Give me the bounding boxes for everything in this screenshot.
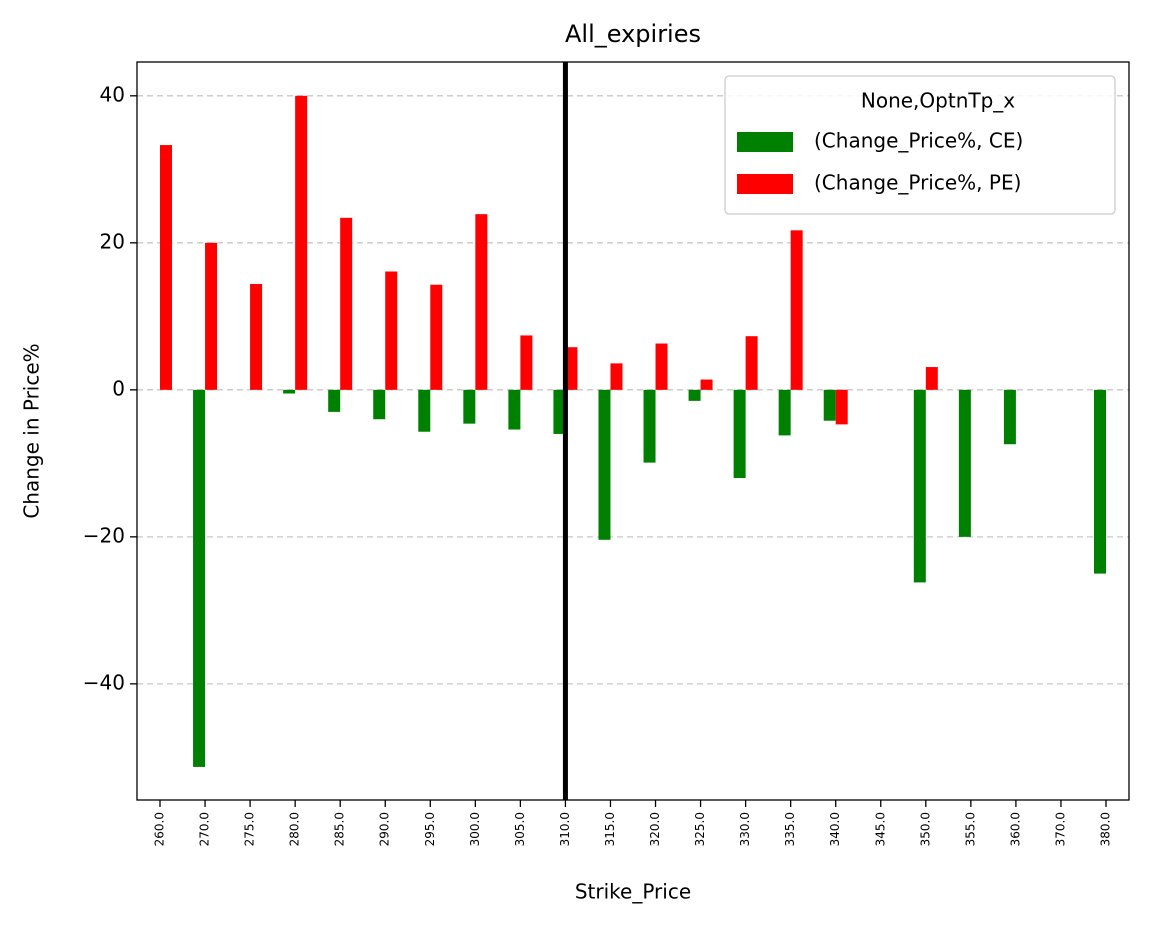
bar (508, 389, 521, 430)
bar (475, 214, 488, 390)
legend-box (724, 75, 1116, 215)
bar (913, 389, 926, 583)
bar (598, 389, 611, 540)
legend-title: None,OptnTp_x (861, 89, 1015, 113)
y-tick-label: 0 (112, 376, 125, 400)
bar (565, 347, 578, 390)
bar (745, 336, 758, 390)
bar (463, 389, 476, 424)
x-tick-label: 350.0 (918, 812, 932, 846)
x-tick-label: 340.0 (828, 812, 842, 846)
bar (205, 242, 218, 390)
bar (373, 389, 386, 420)
x-tick-label: 290.0 (378, 812, 392, 846)
bar (340, 217, 353, 390)
bar (688, 389, 701, 401)
x-tick-label: 315.0 (603, 812, 617, 846)
legend-label: (Change_Price%, PE) (814, 171, 1021, 195)
bar (295, 95, 308, 390)
y-axis-label: Change in Price% (20, 343, 44, 518)
x-tick-label: 295.0 (423, 812, 437, 846)
y-tick-label: −20 (83, 523, 125, 547)
x-tick-label: 360.0 (1008, 812, 1022, 846)
bar (430, 284, 443, 390)
x-tick-label: 260.0 (153, 812, 167, 846)
legend-swatch (737, 174, 793, 194)
bar (925, 367, 938, 390)
bar (520, 335, 533, 390)
bar (328, 389, 341, 412)
x-tick-label: 355.0 (963, 812, 977, 846)
x-tick-label: 345.0 (873, 812, 887, 846)
x-tick-label: 280.0 (288, 812, 302, 846)
bar (643, 389, 656, 463)
bar (700, 379, 713, 390)
bar (385, 271, 398, 390)
bar (1003, 389, 1016, 445)
x-tick-label: 320.0 (648, 812, 662, 846)
x-tick-label: 330.0 (738, 812, 752, 846)
plot-frame (136, 61, 1130, 801)
x-tick-label: 380.0 (1099, 812, 1113, 846)
y-tick-label: 40 (100, 82, 125, 106)
bar (283, 389, 296, 394)
y-tick-label: −40 (83, 670, 125, 694)
x-tick-label: 325.0 (693, 812, 707, 846)
bar (655, 343, 668, 390)
bar (418, 389, 431, 432)
bar (610, 363, 623, 390)
x-tick-label: 335.0 (783, 812, 797, 846)
legend-label: (Change_Price%, CE) (814, 129, 1023, 153)
bar (958, 389, 971, 537)
legend-swatch (737, 132, 793, 152)
bar (778, 389, 791, 436)
x-axis-label: Strike_Price (575, 880, 691, 904)
x-tick-label: 370.0 (1053, 812, 1067, 846)
bar (790, 230, 803, 390)
y-tick-label: 20 (100, 229, 125, 253)
x-tick-label: 270.0 (198, 812, 212, 846)
bar (250, 283, 263, 390)
bar (823, 389, 836, 421)
bar (1094, 389, 1106, 574)
bar (553, 389, 566, 434)
bar (733, 389, 746, 479)
x-tick-label: 310.0 (558, 812, 572, 846)
bar (835, 389, 848, 425)
chart-title: All_expiries (565, 20, 701, 48)
bar (160, 145, 172, 390)
bar (193, 389, 206, 767)
x-tick-label: 275.0 (243, 812, 257, 846)
x-tick-label: 285.0 (333, 812, 347, 846)
x-tick-label: 305.0 (513, 812, 527, 846)
x-tick-label: 300.0 (468, 812, 482, 846)
